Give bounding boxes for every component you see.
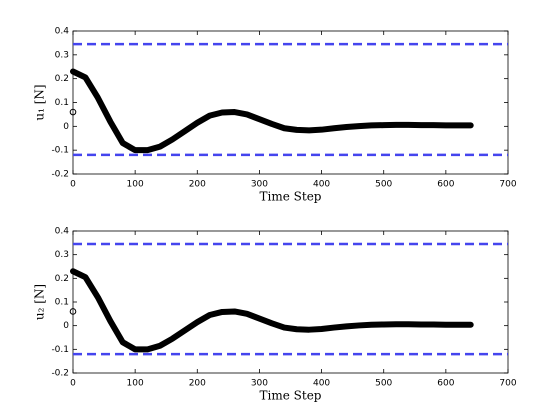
x-tick-label: 0 xyxy=(70,180,76,190)
y-tick-label: 0.1 xyxy=(55,298,69,308)
x-tick-label: 600 xyxy=(437,379,454,389)
marker xyxy=(69,108,77,116)
line xyxy=(70,268,474,353)
x-axis-label: Time Step xyxy=(260,190,322,204)
y-axis-label: u₁ [N] xyxy=(33,84,47,120)
y-axis-label: u₂ [N] xyxy=(33,284,47,320)
x-tick-label: 500 xyxy=(375,379,392,389)
x-tick-label: 700 xyxy=(499,379,516,389)
y-tick-label: -0.2 xyxy=(51,170,69,180)
x-tick-label: 500 xyxy=(375,180,392,190)
y-tick-label: -0.1 xyxy=(51,345,69,355)
marker xyxy=(69,308,77,315)
x-tick-label: 700 xyxy=(499,180,516,190)
x-tick-label: 300 xyxy=(251,180,268,190)
y-tick-label: -0.1 xyxy=(51,146,69,156)
y-tick-label: 0 xyxy=(63,122,69,132)
x-tick-label: 100 xyxy=(127,379,144,389)
y-tick-label: 0 xyxy=(63,321,69,331)
y-tick-label: 0.3 xyxy=(55,250,69,260)
x-tick-label: 200 xyxy=(189,180,206,190)
x-tick-label: 600 xyxy=(437,180,454,190)
y-tick-label: -0.2 xyxy=(51,369,69,379)
y-tick-label: 0.2 xyxy=(55,74,69,84)
y-tick-label: 0.1 xyxy=(55,98,69,108)
x-tick-label: 400 xyxy=(313,379,330,389)
y-tick-label: 0.4 xyxy=(55,27,70,37)
x-tick-label: 0 xyxy=(70,379,76,389)
x-tick-label: 200 xyxy=(189,379,206,389)
x-axis-label: Time Step xyxy=(260,389,322,403)
y-tick-label: 0.3 xyxy=(55,50,69,60)
x-tick-label: 100 xyxy=(127,180,144,190)
line xyxy=(70,68,474,154)
y-tick-label: 0.4 xyxy=(55,227,70,237)
x-tick-label: 300 xyxy=(251,379,268,389)
y-tick-label: 0.2 xyxy=(55,274,69,284)
x-tick-label: 400 xyxy=(313,180,330,190)
